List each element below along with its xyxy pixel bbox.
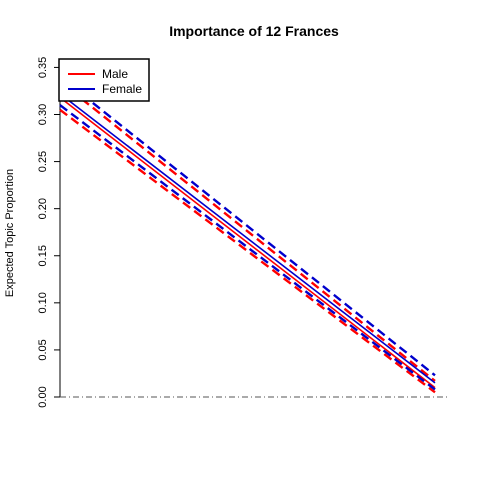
y-tick-label: 0.35: [37, 57, 49, 78]
y-tick-label: 0.30: [37, 104, 49, 125]
series-female-upper-ci-line: [59, 75, 436, 377]
series-male-estimate-line: [59, 96, 436, 389]
y-tick-label: 0.20: [37, 198, 49, 219]
y-tick-label: 0.05: [37, 339, 49, 360]
y-tick-label: 0.15: [37, 245, 49, 266]
series-female-estimate-line: [59, 93, 436, 384]
y-axis-label: Expected Topic Proportion: [4, 169, 16, 297]
y-tick-label: 0.25: [37, 151, 49, 172]
y-tick-label: 0.00: [37, 386, 49, 407]
series-female-lower-ci-line: [59, 104, 436, 391]
series-male-lower-ci-line: [59, 108, 436, 394]
legend-label-female: Female: [102, 82, 142, 96]
legend-box: [58, 58, 150, 102]
series-male-upper-ci-line: [59, 80, 436, 382]
chart-title: Importance of 12 Frances: [169, 23, 339, 39]
y-tick-label: 0.10: [37, 292, 49, 313]
legend-label-male: Male: [102, 67, 128, 81]
plot-area: 0.00 0.05 0.10 0.15 0.20 0.25 0.30 0.35: [37, 57, 448, 408]
